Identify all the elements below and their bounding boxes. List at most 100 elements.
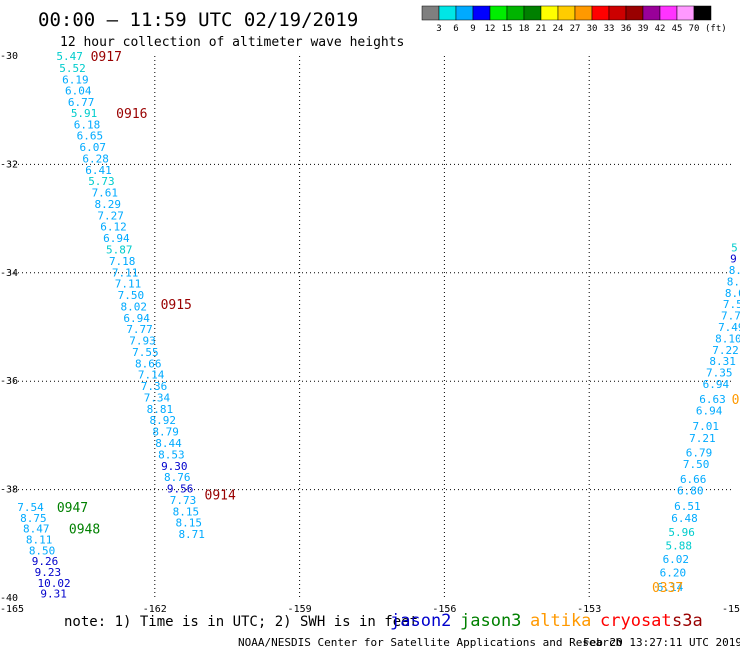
wave-height-value: 8.0 (725, 287, 740, 300)
wave-height-value: 6.51 (674, 500, 701, 513)
wave-height-value: 9.26 (32, 555, 59, 568)
color-swatch (693, 5, 712, 21)
wave-height-value: 9 (730, 253, 737, 266)
wave-height-value: 8.02 (121, 300, 148, 313)
legend-entry-cryosat: cryosat (600, 611, 672, 631)
color-swatch (540, 5, 559, 21)
color-scale-label: 45 (672, 24, 683, 34)
wave-height-value: 5.96 (668, 526, 695, 539)
wave-height-value: 6.12 (100, 221, 127, 234)
y-tick-label: -36 (0, 376, 18, 387)
wave-height-value: 7.11 (112, 266, 139, 279)
color-swatch (659, 5, 678, 21)
color-swatch (557, 5, 576, 21)
wave-height-value: 8.75 (20, 512, 47, 525)
y-tick-label: -34 (0, 268, 18, 279)
wave-height-value: 7.50 (683, 458, 710, 471)
wave-height-value: 7.50 (118, 289, 145, 302)
color-scale-label: 21 (536, 24, 547, 34)
wave-height-value: 7.14 (138, 369, 165, 382)
color-swatch (523, 5, 542, 21)
color-scale-label: 27 (570, 24, 581, 34)
wave-height-value: 6.94 (123, 312, 150, 325)
wave-height-value: 8.92 (149, 414, 176, 427)
wave-height-value: 6.02 (663, 553, 690, 566)
pass-time-label: 0947 (57, 501, 88, 516)
color-swatch (421, 5, 440, 21)
color-scale-label: 30 (587, 24, 598, 34)
wave-height-value: 6.18 (74, 118, 101, 131)
legend-entry-jason2: jason2 (390, 611, 451, 631)
wave-height-value: 7.27 (97, 209, 124, 222)
legend-entry-altika: altika (530, 611, 591, 631)
color-scale-label: 24 (553, 24, 564, 34)
wave-height-value: 6.66 (680, 473, 707, 486)
color-scale-label: 9 (470, 24, 475, 34)
color-scale-label: 42 (655, 24, 666, 34)
pass-time-label: 0916 (116, 107, 147, 122)
wave-height-value: 9.31 (40, 588, 67, 601)
color-scale-unit: (ft) (705, 24, 727, 34)
color-scale-label: 18 (519, 24, 530, 34)
wave-height-value: 6.79 (686, 447, 713, 460)
pass-time-label: 0337 (652, 581, 683, 596)
color-swatch (625, 5, 644, 21)
color-scale-label: 39 (638, 24, 649, 34)
credit-text: NOAA/NESDIS Center for Satellite Applica… (238, 636, 622, 649)
wave-height-value: 5.52 (59, 62, 85, 75)
legend-entry-s3a: s3a (672, 611, 703, 631)
wave-height-value: 6.20 (660, 567, 687, 580)
wave-height-value: 9.30 (161, 460, 188, 473)
pass-time-labels: 0917 0916 0915 0914 0947 0948 03 0337 (57, 50, 740, 596)
wave-height-value: 7.77 (721, 310, 740, 323)
timestamp-text: Feb 20 13:27:11 UTC 2019 (583, 636, 740, 649)
wave-height-value: 6.07 (80, 141, 107, 154)
wave-height-value: 8.81 (147, 403, 174, 416)
wave-height-value: 6.19 (62, 73, 89, 86)
wave-height-value: 8.71 (178, 528, 205, 541)
legend-entry-jason3: jason3 (460, 611, 521, 631)
plot-grid (10, 56, 734, 598)
color-scale-label: 70 (689, 24, 700, 34)
color-swatch (489, 5, 508, 21)
wave-height-value: 6.41 (85, 164, 112, 177)
x-tick-label: -156 (432, 604, 456, 615)
y-tick-label: -38 (0, 485, 18, 496)
color-scale-bar: 3 6 9 12 15 18 21 24 27 30 33 36 39 42 45 70 (ft) (421, 5, 727, 34)
wave-height-value: 10.02 (38, 577, 71, 590)
color-swatch (608, 5, 627, 21)
wave-height-value: 5.87 (106, 243, 132, 256)
wave-height-value: 7.22 (712, 344, 739, 357)
wave-height-value: 5 (731, 241, 738, 254)
x-tick-label: -159 (288, 604, 312, 615)
wave-height-value: 6.65 (77, 130, 104, 143)
wave-height-labels: 5.475.526.196.046.775.916.186.656.076.28… (17, 50, 740, 601)
color-swatch (591, 5, 610, 21)
pass-time-label: 0948 (69, 523, 100, 538)
wave-height-value: 7.18 (109, 255, 135, 268)
x-tick-label: -153 (577, 604, 601, 615)
color-swatch (574, 5, 593, 21)
color-scale-label: 15 (502, 24, 513, 34)
wave-height-value: 8.79 (152, 426, 179, 439)
wave-height-value: 7.54 (17, 501, 44, 514)
wave-height-value: 5.88 (665, 539, 692, 552)
wave-height-value: 6.77 (68, 96, 95, 109)
wave-height-value: 8.50 (29, 544, 55, 557)
color-swatch (438, 5, 457, 21)
color-swatch (676, 5, 695, 21)
wave-height-value: 8.3 (727, 275, 740, 288)
x-tick-label: -162 (143, 604, 167, 615)
y-tick-label: -30 (0, 51, 18, 62)
wave-height-value: 7.77 (126, 323, 152, 336)
wave-height-value: 8. (729, 264, 740, 277)
wave-height-value: 7.93 (129, 335, 156, 348)
wave-height-value: 6.80 (677, 485, 704, 498)
color-scale-label: 33 (604, 24, 615, 34)
wave-height-value: 8.76 (164, 471, 191, 484)
wave-height-value: 8.15 (176, 517, 203, 530)
wave-height-value: 6.94 (103, 232, 130, 245)
wave-height-value: 9.23 (35, 566, 62, 579)
wave-height-value: 7.34 (144, 391, 171, 404)
wave-height-value: 8.29 (94, 198, 121, 211)
